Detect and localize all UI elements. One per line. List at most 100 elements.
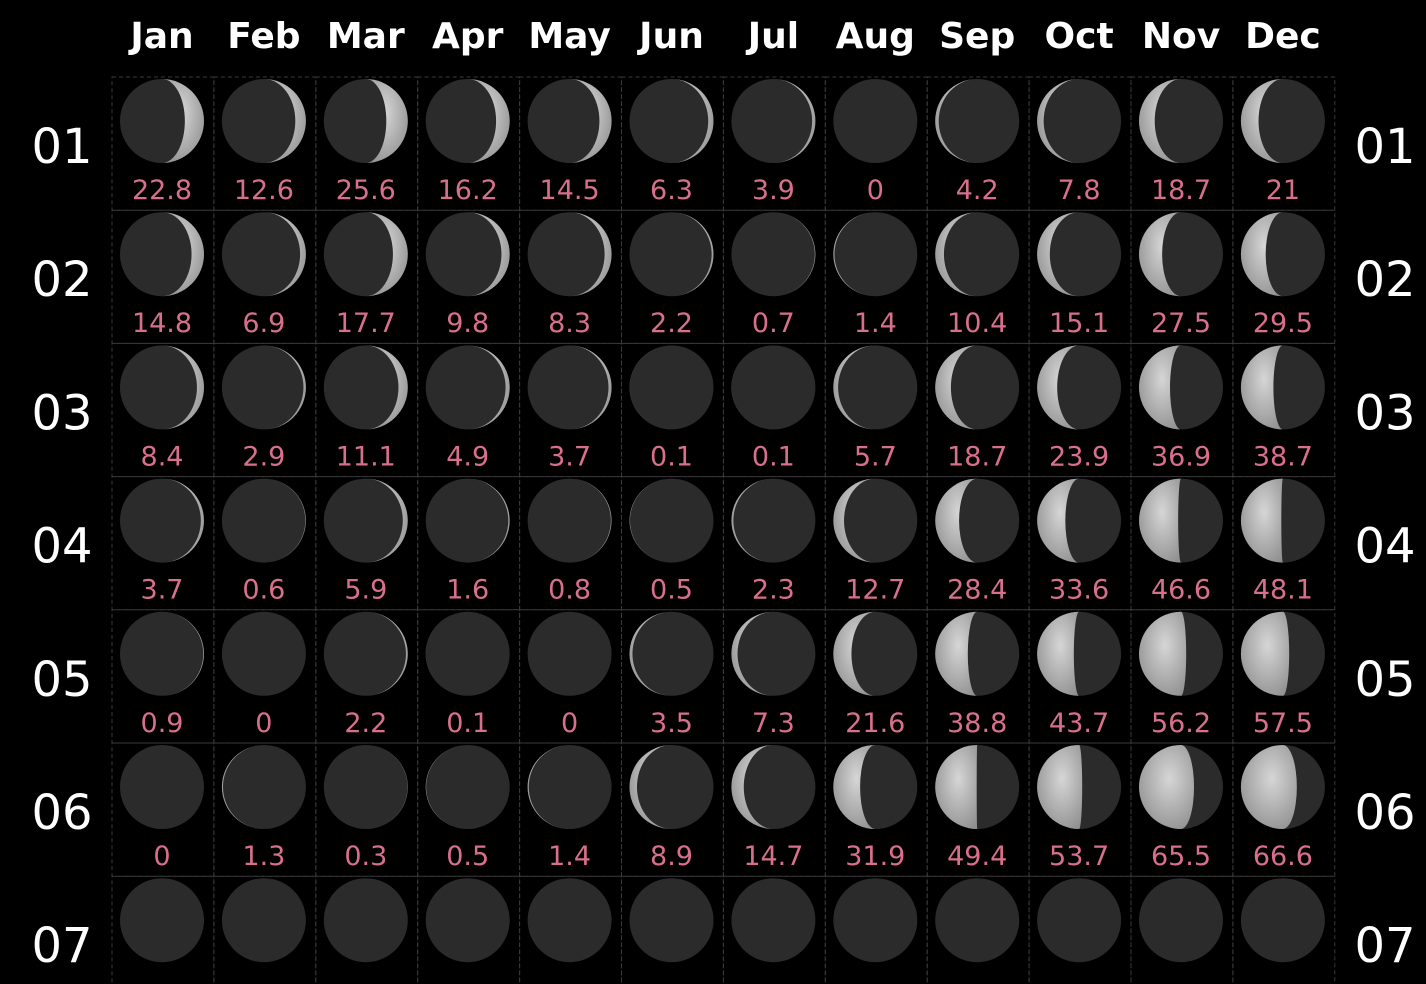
moon — [426, 612, 510, 696]
illumination: 12.6 — [234, 175, 294, 206]
illumination: 0.5 — [446, 841, 489, 872]
illumination: 1.4 — [548, 841, 591, 872]
moon — [935, 612, 1019, 696]
moon — [833, 212, 917, 296]
illumination: 3.5 — [650, 708, 693, 739]
month-header: Oct — [1045, 16, 1114, 57]
moon — [222, 878, 306, 962]
moon — [630, 612, 714, 696]
illumination: 0 — [561, 708, 578, 739]
moon — [630, 345, 714, 429]
moon — [528, 479, 612, 563]
month-header: Feb — [227, 16, 300, 57]
moon — [528, 878, 612, 962]
illumination: 25.6 — [336, 175, 396, 206]
day-label: 07 — [1354, 918, 1415, 974]
illumination: 7.3 — [752, 708, 795, 739]
moon — [1037, 79, 1121, 163]
month-header: Jul — [745, 16, 799, 57]
illumination: 4.2 — [956, 175, 999, 206]
moon — [528, 612, 612, 696]
illumination: 6.3 — [650, 175, 693, 206]
moon — [120, 479, 204, 563]
month-header: Sep — [939, 16, 1015, 57]
illumination: 2.2 — [344, 708, 387, 739]
moon-disc — [935, 878, 1019, 962]
moon — [426, 479, 510, 563]
moon — [935, 79, 1019, 163]
moon — [935, 745, 1019, 829]
moon — [833, 878, 917, 962]
moon — [222, 79, 306, 163]
month-header: Nov — [1142, 16, 1220, 57]
moon — [222, 479, 306, 563]
moon-disc — [731, 345, 815, 429]
moon-disc — [731, 878, 815, 962]
moon-disc — [426, 745, 510, 829]
moon — [324, 878, 408, 962]
illumination: 0.7 — [752, 308, 795, 339]
moon — [1139, 212, 1223, 296]
day-label: 05 — [31, 652, 92, 708]
illumination: 10.4 — [947, 308, 1007, 339]
moon — [324, 479, 408, 563]
illumination: 23.9 — [1049, 441, 1109, 472]
illumination: 5.7 — [854, 441, 897, 472]
moon — [731, 612, 815, 696]
moon — [1241, 79, 1325, 163]
month-header: Dec — [1245, 16, 1321, 57]
illumination: 57.5 — [1253, 708, 1313, 739]
illumination: 22.8 — [132, 175, 192, 206]
moon — [833, 345, 917, 429]
moon-disc — [1037, 878, 1121, 962]
illumination: 2.3 — [752, 575, 795, 606]
moon — [120, 345, 204, 429]
moon — [528, 345, 612, 429]
illumination: 0.3 — [344, 841, 387, 872]
moon-disc — [833, 878, 917, 962]
moon-disc — [120, 878, 204, 962]
moon-disc — [731, 212, 815, 296]
illumination: 3.9 — [752, 175, 795, 206]
illumination: 14.5 — [540, 175, 600, 206]
day-label: 05 — [1354, 652, 1415, 708]
moon-disc — [528, 612, 612, 696]
moon — [1241, 345, 1325, 429]
moon — [731, 479, 815, 563]
moon — [1037, 345, 1121, 429]
moon — [833, 612, 917, 696]
moon — [120, 612, 204, 696]
illumination: 0.5 — [650, 575, 693, 606]
moon-lit — [1139, 479, 1181, 563]
moon — [1139, 345, 1223, 429]
illumination: 66.6 — [1253, 841, 1313, 872]
moon-disc — [324, 745, 408, 829]
month-header: Aug — [836, 16, 915, 57]
moon — [120, 79, 204, 163]
illumination: 0.8 — [548, 575, 591, 606]
moon — [426, 878, 510, 962]
illumination: 48.1 — [1253, 575, 1313, 606]
moon — [1139, 612, 1223, 696]
moon-disc — [833, 79, 917, 163]
illumination: 36.9 — [1151, 441, 1211, 472]
day-label: 03 — [31, 385, 92, 441]
moon-disc — [630, 479, 714, 563]
moon — [1139, 878, 1223, 962]
illumination: 33.6 — [1049, 575, 1109, 606]
moon — [324, 745, 408, 829]
moon — [1241, 612, 1325, 696]
illumination: 15.1 — [1049, 308, 1109, 339]
illumination: 0.9 — [141, 708, 184, 739]
illumination: 1.3 — [242, 841, 285, 872]
moon — [731, 79, 815, 163]
illumination: 0.1 — [650, 441, 693, 472]
moon-disc — [528, 479, 612, 563]
illumination: 21.6 — [845, 708, 905, 739]
moon — [630, 878, 714, 962]
moon — [731, 212, 815, 296]
illumination: 14.8 — [132, 308, 192, 339]
moon-lit — [1037, 612, 1079, 696]
illumination: 38.7 — [1253, 441, 1313, 472]
day-label: 04 — [1354, 519, 1415, 575]
